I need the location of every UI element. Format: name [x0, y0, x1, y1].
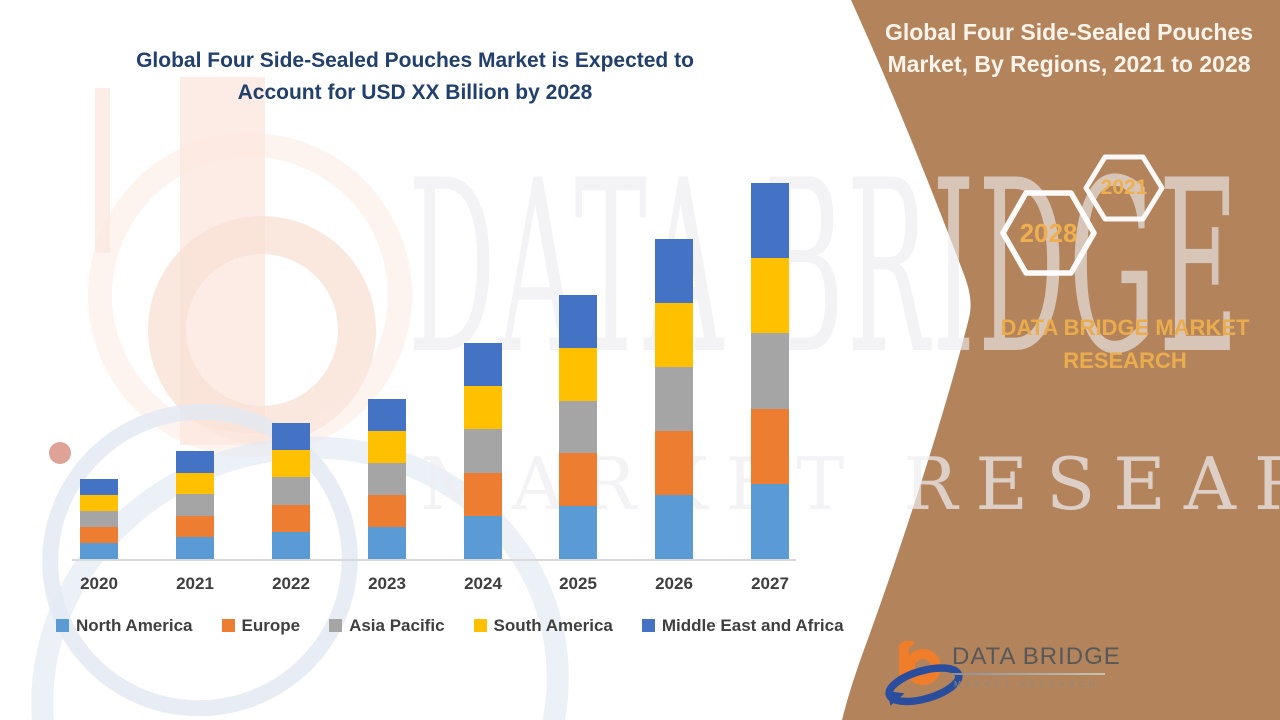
- hexagon-badge-2028: 2028: [1000, 188, 1097, 278]
- bar-segment: [272, 504, 310, 532]
- legend-swatch-icon: [329, 619, 343, 632]
- bar-segment: [559, 506, 597, 559]
- bar-segment: [272, 423, 310, 451]
- bar-segment: [176, 472, 214, 495]
- bar-segment: [655, 303, 693, 367]
- stacked-bar-2021: [176, 451, 214, 559]
- legend-label: South America: [493, 616, 613, 635]
- bar-segment: [176, 515, 214, 538]
- legend-item: Asia Pacific: [329, 616, 445, 636]
- bar-segment: [80, 543, 118, 559]
- bar-segment: [368, 431, 406, 463]
- bar-segment: [751, 333, 789, 409]
- brand-text: DATA BRIDGE MARKET RESEARCH: [1000, 315, 1250, 373]
- stacked-bar-2020: [80, 479, 118, 559]
- stacked-bar-2024: [464, 343, 502, 559]
- bar-segment: [559, 347, 597, 401]
- bar-segment: [559, 453, 597, 507]
- legend-swatch-icon: [221, 619, 235, 632]
- bar-segment: [272, 450, 310, 478]
- chart-legend: North America Europe Asia Pacific South Ame…: [56, 616, 844, 636]
- bar-segment: [559, 400, 597, 454]
- bar-segment: [751, 408, 789, 484]
- x-axis-label: 2023: [368, 574, 406, 593]
- logo-underline: [952, 673, 1105, 675]
- legend-label: Europe: [241, 616, 301, 635]
- logo-swoosh-tail: [887, 691, 905, 706]
- bar-segment: [751, 258, 789, 334]
- bar-segment: [751, 483, 789, 559]
- bar-segment: [368, 495, 406, 527]
- x-axis-label: 2020: [80, 574, 118, 593]
- bar-segment: [80, 479, 118, 495]
- hexagon-badge-2021: 2021: [1083, 153, 1165, 223]
- x-axis-label: 2024: [464, 574, 502, 593]
- hexagon-outline-icon: [1000, 190, 1097, 276]
- legend-item: Europe: [221, 616, 301, 636]
- legend-label: Middle East and Africa: [661, 616, 844, 635]
- stacked-bar-2027: [751, 183, 789, 559]
- bar-segment: [80, 511, 118, 527]
- bar-segment: [368, 399, 406, 431]
- hexagon-outline-icon: [1083, 154, 1165, 222]
- x-axis-line: [72, 559, 796, 561]
- bar-segment: [655, 367, 693, 431]
- x-axis-label: 2027: [751, 574, 789, 593]
- bar-segment: [176, 537, 214, 559]
- bar-segment: [368, 463, 406, 495]
- hexagon-2021-label: 2021: [1100, 176, 1148, 199]
- bar-segment: [559, 295, 597, 348]
- stacked-bar-2026: [655, 239, 693, 559]
- x-axis-label: 2026: [655, 574, 693, 593]
- bar-segment: [272, 477, 310, 505]
- legend-item: South America: [473, 616, 613, 636]
- legend-label: North America: [76, 616, 193, 635]
- legend-label: Asia Pacific: [349, 616, 445, 635]
- stacked-bar-2023: [368, 399, 406, 559]
- stacked-bar-2022: [272, 423, 310, 559]
- stacked-bar-2025: [559, 295, 597, 559]
- bar-segment: [176, 494, 214, 516]
- x-axis-label: 2022: [272, 574, 310, 593]
- bar-segment: [464, 429, 502, 473]
- legend-item: Middle East and Africa: [641, 616, 844, 636]
- bar-segment: [464, 515, 502, 559]
- bar-segment: [272, 531, 310, 559]
- hexagon-2028-label: 2028: [1019, 217, 1078, 248]
- legend-swatch-icon: [56, 619, 69, 632]
- bar-segment: [80, 495, 118, 511]
- bar-segment: [464, 343, 502, 387]
- side-panel-title: Global Four Side-Sealed Pouches Market, …: [884, 19, 1254, 78]
- bar-segment: [751, 183, 789, 259]
- bar-segment: [655, 495, 693, 559]
- bar-segment: [464, 472, 502, 516]
- logo-name-text: DATA BRIDGE: [952, 643, 1121, 670]
- bar-segment: [176, 451, 214, 473]
- chart-title: Global Four Side-Sealed Pouches Market i…: [136, 49, 694, 104]
- bar-segment: [655, 239, 693, 303]
- legend-item: North America: [56, 616, 193, 636]
- logo-tagline-text: MARKET RESEARCH: [954, 679, 1099, 689]
- x-axis-label: 2021: [176, 574, 214, 593]
- bar-segment: [464, 386, 502, 430]
- bar-segment: [368, 527, 406, 559]
- bar-segment: [655, 431, 693, 495]
- bar-segment: [80, 527, 118, 543]
- x-axis-label: 2025: [559, 574, 597, 593]
- legend-swatch-icon: [641, 619, 655, 632]
- legend-swatch-icon: [473, 619, 487, 632]
